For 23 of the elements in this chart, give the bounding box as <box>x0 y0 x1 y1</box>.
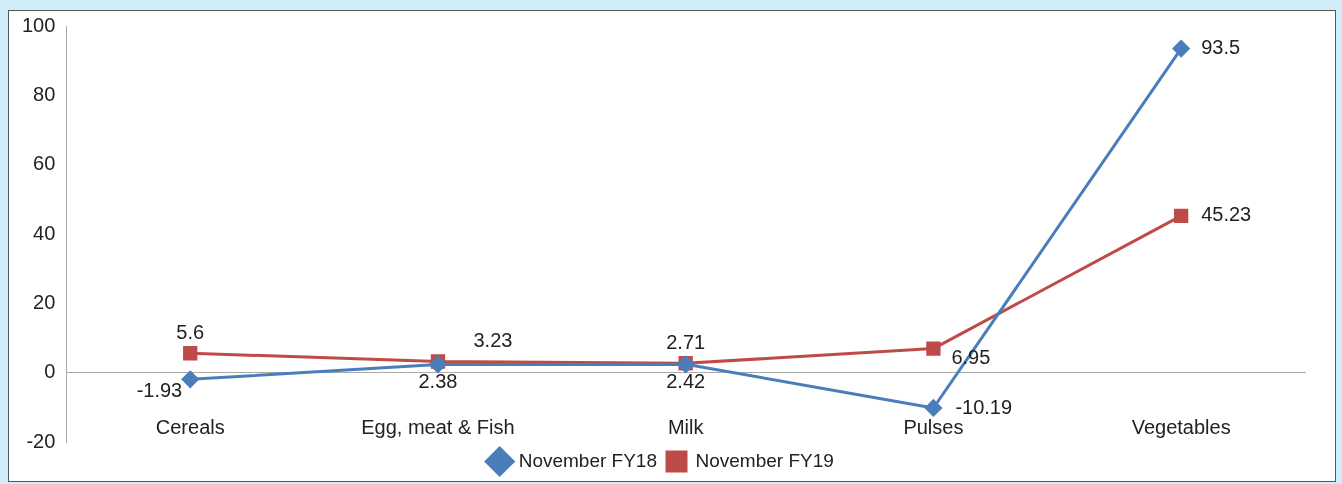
x-tick-label: Pulses <box>903 416 964 439</box>
x-tick-label: Egg, meat & Fish <box>361 416 515 439</box>
y-tick-label: 100 <box>21 13 56 36</box>
legend-label: November FY18 <box>518 449 658 471</box>
data-label: 45.23 <box>1201 203 1252 226</box>
data-label: 93.5 <box>1201 36 1241 59</box>
y-tick-label: 80 <box>33 82 56 105</box>
x-tick-label: Cereals <box>155 416 225 439</box>
y-tick-label: 40 <box>33 221 56 244</box>
data-label: 5.6 <box>176 320 205 343</box>
data-label: 2.71 <box>666 330 706 353</box>
data-label: -1.93 <box>136 378 183 401</box>
x-tick-label: Vegetables <box>1131 416 1231 439</box>
y-tick-label: 20 <box>33 290 56 313</box>
data-label: -10.19 <box>955 395 1013 418</box>
y-tick-label: -20 <box>26 429 56 452</box>
y-tick-label: 0 <box>44 360 56 383</box>
data-label: 3.23 <box>473 328 513 351</box>
x-tick-label: Milk <box>667 416 705 439</box>
y-tick-label: 60 <box>33 152 56 175</box>
data-label: 2.42 <box>666 369 706 392</box>
legend-label: November FY19 <box>695 449 834 471</box>
data-label: 2.38 <box>418 369 458 392</box>
